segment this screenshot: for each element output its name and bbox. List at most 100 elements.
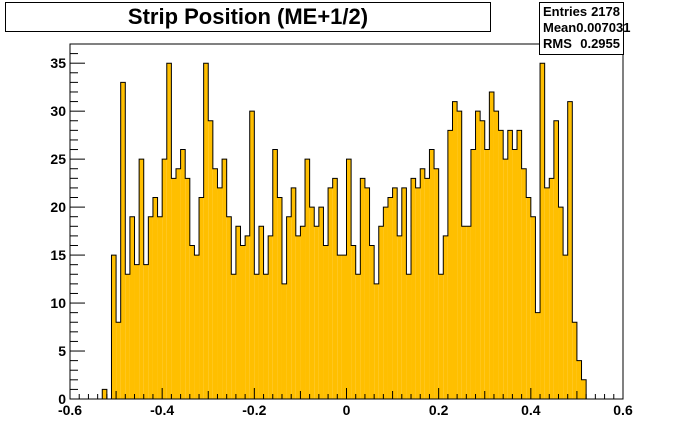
histogram-bar: [503, 159, 508, 399]
stats-value-rms: 0.2955: [580, 36, 620, 51]
histogram-bar: [572, 322, 577, 399]
histogram-bar: [558, 207, 564, 399]
histogram-bar: [157, 216, 163, 399]
histogram-bar: [152, 197, 158, 399]
histogram-bar: [185, 178, 190, 399]
histogram-bar: [309, 207, 315, 399]
histogram-bar: [374, 283, 379, 399]
histogram-bar: [134, 264, 140, 399]
histogram-bar: [175, 168, 181, 399]
histogram-bar: [116, 322, 121, 399]
histogram-bar: [222, 159, 227, 399]
y-tick-label: 0: [58, 391, 66, 407]
stats-label-mean: Mean: [543, 20, 577, 35]
histogram-bar: [143, 264, 149, 399]
histogram-bar: [194, 255, 200, 399]
y-axis-ticks: 0 5 10 15 20 25 30 35: [50, 53, 85, 407]
histogram-bar: [489, 91, 494, 400]
histogram-bar: [268, 235, 273, 399]
histogram-bar: [125, 274, 130, 399]
histogram-bar: [392, 187, 398, 399]
histogram-bar: [314, 226, 319, 399]
histogram-bar: [272, 149, 278, 399]
histogram-bar: [286, 216, 292, 399]
histogram-bar: [411, 178, 416, 399]
histogram-bar: [337, 255, 342, 399]
histogram-bar: [447, 130, 453, 399]
x-tick-label: 0.2: [429, 402, 449, 418]
histogram-bar: [517, 130, 522, 399]
histogram-bar: [553, 120, 559, 399]
histogram-bar: [235, 226, 241, 399]
histogram-bar: [443, 235, 448, 399]
y-tick-label: 15: [50, 247, 66, 263]
histogram-bar: [189, 245, 195, 399]
histogram-bar: [470, 149, 476, 399]
histogram-bar: [378, 226, 384, 399]
histogram-bar: [240, 245, 246, 399]
histogram-bar: [406, 274, 412, 399]
histogram-bar: [493, 111, 499, 399]
histogram-bar: [369, 245, 375, 399]
histogram-bar: [212, 168, 218, 399]
histogram-bar: [498, 130, 504, 399]
x-tick-label: 0: [343, 402, 351, 418]
histogram-bar: [420, 168, 425, 399]
histogram-bar: [581, 379, 587, 399]
histogram-bar: [120, 82, 126, 399]
histogram-bar: [129, 216, 135, 399]
histogram-bar: [540, 63, 545, 400]
histogram-bar: [171, 178, 176, 399]
histogram-bar: [461, 226, 467, 399]
histogram-bar: [512, 149, 518, 399]
histogram-bar: [526, 197, 531, 399]
y-tick-label: 5: [58, 343, 66, 359]
y-tick-label: 30: [50, 103, 66, 119]
histogram-bar: [180, 149, 186, 399]
histogram-bar: [576, 360, 582, 399]
histogram-bar: [226, 216, 232, 399]
histogram-bar: [544, 187, 550, 399]
stats-value-entries: 2178: [591, 4, 620, 19]
histogram-bar: [162, 159, 167, 399]
histogram-bar: [360, 178, 365, 399]
stats-box: Entries 2178 Mean 0.007031 RMS 0.2955: [539, 2, 630, 55]
stats-label-rms: RMS: [543, 36, 572, 51]
histogram-bar: [480, 120, 485, 399]
histogram-bar: [323, 245, 329, 399]
histogram-bar: [199, 197, 204, 399]
histogram-bar: [111, 255, 117, 399]
histogram-bar: [263, 274, 269, 399]
histogram-bar: [434, 168, 439, 399]
histogram-bar: [507, 130, 513, 399]
histogram-bar: [245, 235, 250, 399]
y-tick-label: 25: [50, 151, 66, 167]
stats-row-mean: Mean 0.007031: [543, 20, 630, 36]
stats-label-entries: Entries: [543, 4, 588, 19]
histogram-bar: [291, 187, 296, 399]
histogram-bar: [457, 111, 462, 399]
histogram-bar: [351, 245, 356, 399]
x-tick-label: 0.4: [521, 402, 541, 418]
chart-title: Strip Position (ME+1/2): [127, 4, 369, 29]
histogram-bar: [438, 274, 444, 399]
y-tick-label: 20: [50, 199, 66, 215]
histogram-bar: [148, 216, 153, 399]
histogram-bar: [387, 197, 393, 399]
histogram-bar: [217, 187, 223, 399]
histogram-bar: [328, 187, 333, 399]
histogram-bar: [332, 178, 338, 399]
histogram-outline: [101, 62, 587, 400]
stats-value-mean: 0.007031: [576, 20, 631, 35]
stats-row-entries: Entries 2178: [543, 4, 620, 20]
histogram-bar: [281, 283, 287, 399]
histogram-bar: [277, 197, 282, 399]
histogram-bars: [102, 63, 587, 400]
histogram-bar: [341, 255, 347, 399]
histogram-bar: [364, 187, 370, 399]
histogram-bar: [318, 207, 324, 399]
x-tick-label: -0.4: [150, 402, 174, 418]
histogram-bar: [295, 235, 301, 399]
histogram-bar: [452, 101, 458, 399]
